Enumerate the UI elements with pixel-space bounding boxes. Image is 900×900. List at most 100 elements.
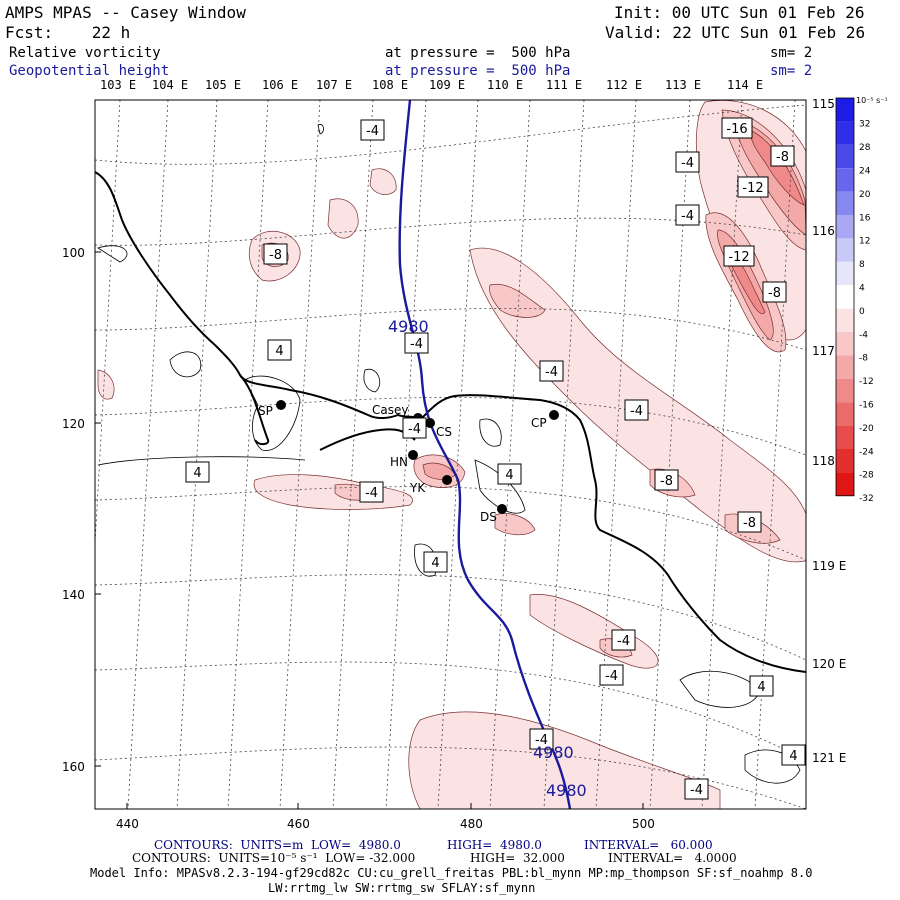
vorticity-label: 4 [789,749,797,764]
footer-contours-vorticity: CONTOURS: UNITS=10⁻⁵ s⁻¹ LOW= -32.000 [132,851,416,865]
colorbar-tick: -24 [859,447,874,457]
station-label-hn: HN [390,455,408,469]
colorbar-tick: -4 [859,330,868,340]
colorbar-tick: -28 [859,471,874,481]
vorticity-label-box [402,417,427,439]
vorticity-label-box [781,744,806,766]
station-label-yk: YK [409,481,426,495]
colorbar: 10⁻⁵ s⁻¹ 32 28 24 20 16 12 8 4 0 -4 -8 -12 -16 -20 -24 -… [835,96,888,504]
vorticity-label: -4 [690,783,703,798]
top-longitude-label: 105 E [205,78,242,92]
top-longitude-label: 112 E [606,78,643,92]
colorbar-frame [835,97,855,497]
init-time: Init: 00 UTC Sun 01 Feb 26 [614,3,865,22]
colorbar-segment [836,168,854,192]
x-tick-label: 500 [632,817,655,831]
field1-level: at pressure = 500 hPa [385,45,571,61]
colorbar-tick: 20 [859,190,871,200]
right-longitude-label: 120 E [812,657,846,671]
colorbar-tick: -8 [859,354,868,364]
footer-height-high: HIGH= 4980.0 [447,838,542,852]
y-tick-label: 100 [62,246,85,260]
colorbar-tick: -32 [859,494,874,504]
vorticity-label-box [263,243,288,265]
colorbar-segment [836,285,854,309]
vorticity-label: -4 [410,337,423,352]
footer-height-interval: INTERVAL= 60.000 [584,838,713,852]
top-longitude-label: 104 E [152,78,189,92]
vorticity-label: -4 [535,733,548,748]
right-longitude-label: 119 E [812,559,846,573]
station-marker-hn[interactable] [408,450,418,460]
vorticity-label: -4 [408,422,421,437]
station-marker-cp[interactable] [549,410,559,420]
colorbar-unit: 10⁻⁵ s⁻¹ [856,96,888,105]
x-tick-label: 440 [116,817,139,831]
vorticity-label-box [770,145,795,167]
map-title: AMPS MPAS -- Casey Window [5,3,246,22]
vorticity-label: -4 [617,634,630,649]
colorbar-tick: 8 [859,260,865,270]
top-longitude-label: 108 E [372,78,409,92]
colorbar-segment [836,449,854,473]
colorbar-segment [836,191,854,215]
valid-time: Valid: 22 UTC Sun 01 Feb 26 [605,23,866,42]
station-marker-sp[interactable] [276,400,286,410]
vorticity-label: -12 [742,181,763,196]
geopotential-height-contour [398,100,572,809]
station-label-sp: SP [258,404,273,418]
vorticity-label: 4 [505,468,513,483]
colorbar-segment [836,355,854,379]
vorticity-label: -4 [545,365,558,380]
station-marker-yk[interactable] [442,475,452,485]
vorticity-label-box [611,629,636,651]
station-marker-cs[interactable] [425,418,435,428]
field1-name: Relative vorticity [9,45,161,61]
x-tick-label: 460 [287,817,310,831]
footer-vorticity-interval: INTERVAL= 4.0000 [608,851,737,865]
y-tick-label: 140 [62,588,85,602]
footer-model-info-2: LW:rrtmg_lw SW:rrtmg_sw SFLAY:sf_mynn [268,881,536,895]
vorticity-label: -8 [768,286,781,301]
top-longitude-label: 114 E [727,78,764,92]
vorticity-label: -4 [366,124,379,139]
plot-frame [94,99,807,810]
station-label-ds: DS [480,510,497,524]
vorticity-label-box [423,551,448,573]
colorbar-tick: -20 [859,424,874,434]
vorticity-label-box [721,117,753,139]
vorticity-label-box [762,281,787,303]
vorticity-label-box [529,728,554,750]
vorticity-label: 4 [275,344,283,359]
colorbar-tick: 12 [859,237,870,247]
y-tick-label: 120 [62,417,85,431]
top-longitude-label: 106 E [262,78,299,92]
top-longitude-label: 107 E [316,78,353,92]
colorbar-segment [836,308,854,332]
vorticity-label-box [684,778,709,800]
vorticity-label-box [723,245,755,267]
vorticity-label: -8 [660,474,673,489]
colorbar-segment [836,215,854,239]
colorbar-tick: 28 [859,143,871,153]
vorticity-label-box [675,204,700,226]
station-label-cs: CS [436,425,452,439]
colorbar-segment [836,378,854,403]
vorticity-label: 4 [757,680,765,695]
field2-level: at pressure = 500 hPa [385,63,571,79]
vorticity-label-box [404,332,429,354]
forecast-hour: Fcst: 22 h [5,23,131,42]
graticule [95,100,806,809]
colorbar-segment [836,238,854,262]
vorticity-label: 4 [193,466,201,481]
top-longitude-label: 109 E [429,78,466,92]
right-longitude-label: 121 E [812,751,846,765]
vorticity-label: -4 [630,404,643,419]
vorticity-contour-labels: -4 -16 -8 -4 -12 -4 -8 -12 -8 4 -4 -4 -4 4 -4 -8 -8 4 -4 4 -… [185,117,806,800]
top-longitude-label: 113 E [665,78,702,92]
station-marker-ds[interactable] [497,504,507,514]
field2-name: Geopotential height [9,63,170,79]
colorbar-tick: 16 [859,213,871,223]
